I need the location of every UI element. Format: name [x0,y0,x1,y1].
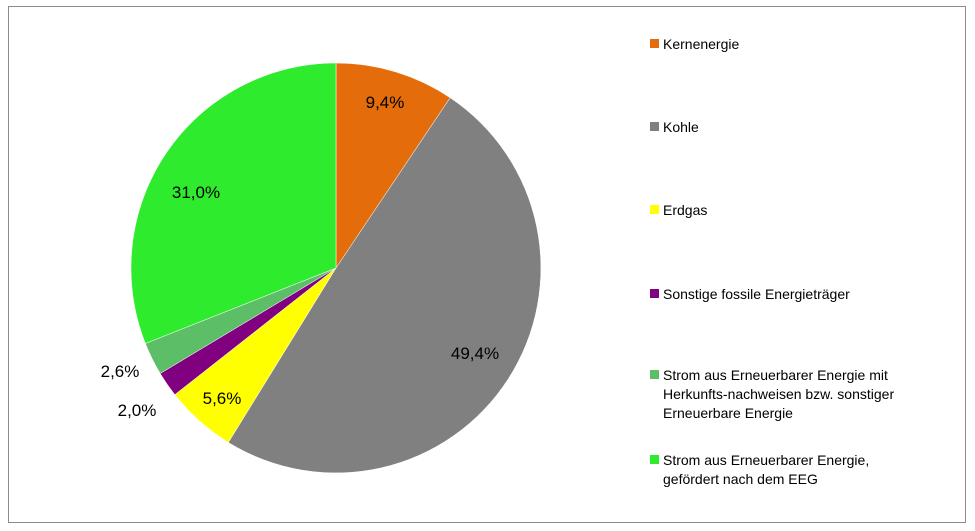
legend-item-erneuerbare-eeg: Strom aus Erneuerbarer Energie, geförder… [650,451,970,489]
legend-swatch-kohle [650,122,659,131]
legend-item-erneuerbare-herkunft: Strom aus Erneuerbarer Energie mit Herku… [650,366,970,423]
legend-label-sonstige-fossile: Sonstige fossile Energieträger [663,286,850,302]
legend-swatch-erneuerbare-eeg [650,455,659,464]
pie-label-0: 9,4% [366,93,405,112]
legend-swatch-kernenergie [650,39,659,48]
legend-item-kohle: Kohle [650,118,970,137]
pie-label-1: 49,4% [451,344,499,363]
pie-label-4: 2,6% [101,362,140,381]
legend-label-erneuerbare-herkunft: Strom aus Erneuerbarer Energie mit Herku… [663,367,895,421]
pie-label-3: 2,0% [118,401,157,420]
pie-label-5: 31,0% [172,183,220,202]
legend-item-erdgas: Erdgas [650,201,970,220]
legend: Kernenergie Kohle Erdgas Sonstige fossil… [650,0,970,531]
legend-label-erdgas: Erdgas [663,202,708,218]
pie-label-2: 5,6% [203,389,242,408]
legend-swatch-erneuerbare-herkunft [650,370,659,379]
pie-slice-0 [335,62,451,269]
legend-item-kernenergie: Kernenergie [650,35,970,54]
legend-item-sonstige-fossile: Sonstige fossile Energieträger [650,285,970,304]
legend-swatch-erdgas [650,205,659,214]
pie-labels: 9,4% 49,4% 5,6% 2,0% 2,6% 31,0% [101,93,499,420]
legend-label-erneuerbare-eeg: Strom aus Erneuerbarer Energie, geförder… [663,452,870,487]
legend-swatch-sonstige-fossile [650,289,659,298]
pie-slice-1 [227,97,542,474]
pie-slice-5 [130,62,337,344]
legend-label-kohle: Kohle [663,119,699,135]
pie-slices [130,62,542,474]
legend-label-kernenergie: Kernenergie [663,36,740,52]
